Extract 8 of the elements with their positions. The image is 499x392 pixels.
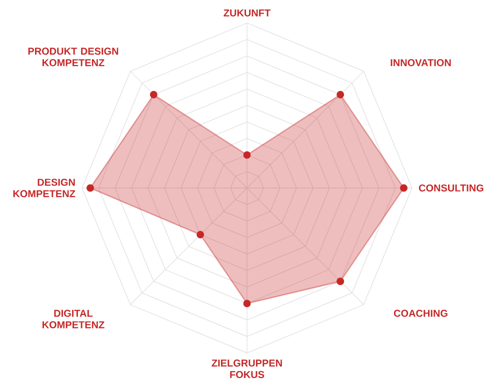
spoke-label: INNOVATION (390, 59, 451, 66)
spoke-label: ZUKUNFT (224, 9, 270, 16)
spoke-label: DESIGN KOMPETENZ (13, 178, 76, 198)
spoke-label: ZIELGRUPPEN FOKUS (212, 360, 282, 378)
spoke-label: PRODUKT DESIGN KOMPETENZ (28, 48, 118, 66)
spoke-label: DIGITAL KOMPETENZ (42, 310, 104, 328)
spoke-label: COACHING (394, 310, 448, 317)
spoke-label: CONSULTING (418, 184, 484, 192)
